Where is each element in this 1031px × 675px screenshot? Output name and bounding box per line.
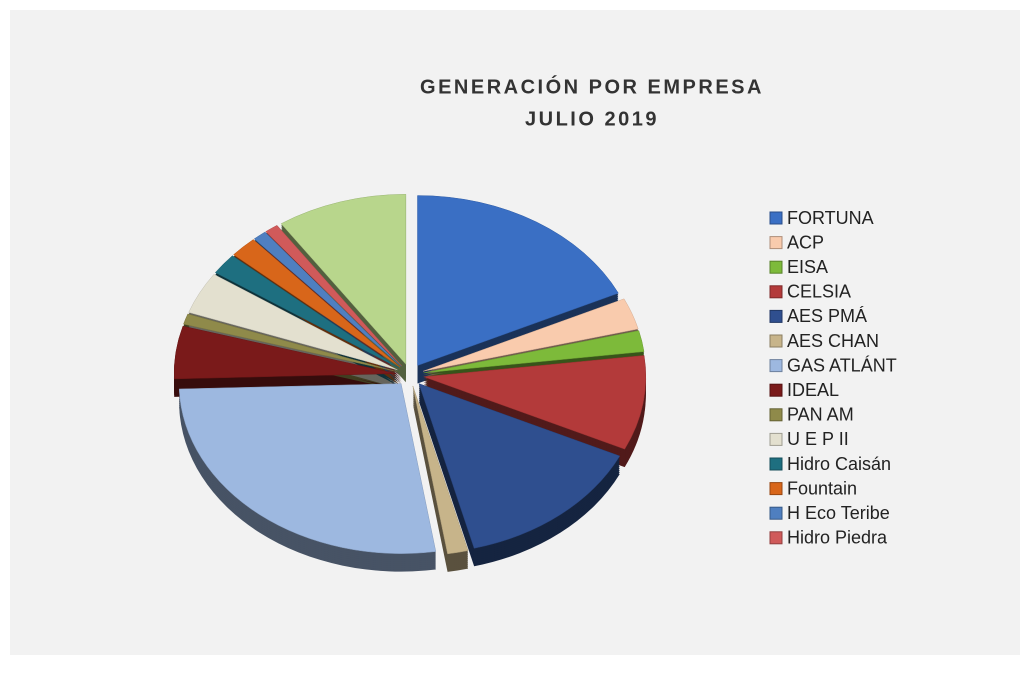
legend-label: GAS ATLÁNT [787, 355, 897, 375]
slice [423, 355, 647, 450]
legend-swatch [769, 383, 783, 397]
legend-swatch [769, 531, 783, 545]
slice [417, 195, 619, 366]
legend-label: IDEAL [787, 380, 839, 400]
legend-swatch [769, 408, 783, 422]
legend-swatch [769, 211, 783, 225]
legend-label: H Eco Teribe [787, 503, 890, 523]
slice [178, 383, 437, 554]
legend-label: Hidro Piedra [787, 528, 888, 548]
legend-label: U E P II [787, 429, 849, 449]
legend-swatch [769, 432, 783, 446]
legend-label: ACP [787, 232, 824, 252]
legend-swatch [769, 260, 783, 274]
chart-title: GENERACIÓN POR EMPRESA [420, 74, 764, 98]
slice [253, 231, 402, 367]
slice [183, 313, 397, 372]
legend-label: AES CHAN [787, 331, 879, 351]
legend-label: CELSIA [787, 282, 851, 302]
legend-swatch [769, 309, 783, 323]
slice [412, 385, 469, 555]
slice [233, 239, 401, 368]
legend-swatch [769, 506, 783, 520]
chart-title: JULIO 2019 [525, 108, 659, 130]
legend-label: Hidro Caisán [787, 454, 891, 474]
slice [173, 325, 397, 380]
legend-label: EISA [787, 257, 828, 277]
legend-label: FORTUNA [787, 208, 874, 228]
slice [418, 383, 621, 549]
legend-swatch [769, 359, 783, 373]
legend-label: PAN AM [787, 405, 854, 425]
legend-label: Fountain [787, 478, 857, 498]
slice [423, 330, 645, 374]
slice [214, 255, 400, 369]
legend-swatch [769, 457, 783, 471]
legend-swatch [769, 334, 783, 348]
legend-swatch [769, 482, 783, 496]
legend-swatch [769, 236, 783, 250]
slice [280, 194, 407, 365]
slice [265, 225, 402, 367]
slice [423, 298, 639, 372]
legend-swatch [769, 285, 783, 299]
slice [188, 274, 398, 371]
legend-label: AES PMÁ [787, 306, 867, 326]
